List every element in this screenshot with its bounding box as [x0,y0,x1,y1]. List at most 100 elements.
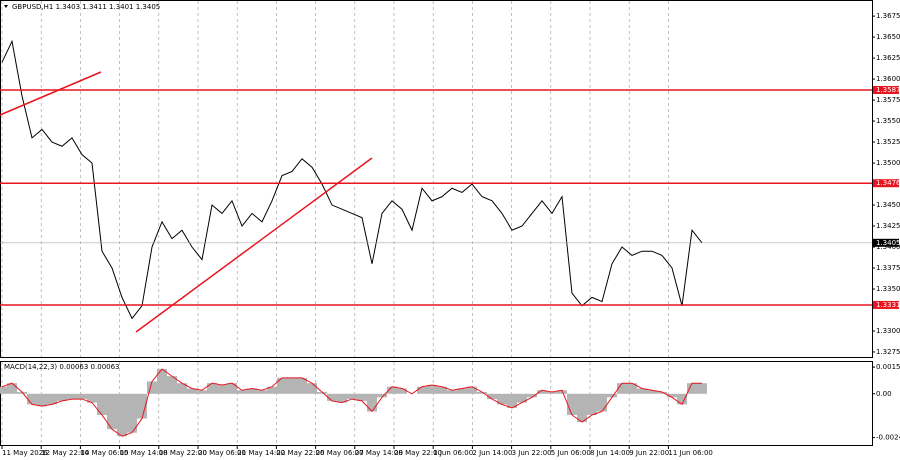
histogram-bar [697,383,707,394]
histogram-bar [587,393,597,415]
histogram-bar [0,386,7,394]
histogram-bar [367,393,377,412]
x-tick-label: 14 May 06:00 [80,449,128,457]
marks: 1.3405 1.3587 1.3476 1.3331 [0,39,900,437]
x-tick-label: 2 Jun 14:00 [472,449,512,457]
trend-line [0,71,102,116]
x-tick-label: 27 May 14:00 [355,449,403,457]
histogram-bar [197,390,207,394]
histogram-bar [97,393,107,415]
histogram-bar [457,388,467,394]
histogram-bar [657,392,667,394]
x-tick-label: 1 Jun 06:00 [433,449,473,457]
histogram-bar [167,376,177,394]
x-tick-label: 3 Jun 22:00 [512,449,552,457]
current-price-box [873,238,899,247]
histogram-bar [347,393,357,400]
histogram-bar [87,393,97,403]
histogram-bar [607,393,617,398]
menu-arrow[interactable] [4,5,8,8]
histogram-bar [627,383,637,394]
y-tick-label: 1.3600 [876,75,900,83]
y-tick-label: 1.3450 [876,201,900,209]
histogram-bar [177,383,187,394]
y-tick-label: 0.00 [876,390,892,398]
histogram-bar [327,393,337,401]
y-tick-label: 1.3300 [876,327,900,335]
histogram-bar [77,393,87,400]
x-tick-label: 8 Jun 14:00 [590,449,630,457]
trend-line [135,157,373,333]
level-box [873,179,899,188]
histogram-bar [17,392,27,394]
histogram-bar [597,393,607,412]
histogram-bar [617,383,627,394]
histogram-bar [297,377,307,394]
y-tick-label: 1.3375 [876,264,900,272]
x-tick-label: 11 May 2026 [2,449,48,457]
x-tick-label: 9 Jun 22:00 [629,449,669,457]
level-label: 1.3587 [876,86,900,94]
histogram-bar [267,386,277,394]
histogram-bar [547,392,557,394]
x-tick-label: 28 May 22:00 [394,449,442,457]
histogram-bar [357,393,367,401]
histogram-bar [27,393,37,405]
x-tick-label: 12 May 22:00 [41,449,89,457]
y-tick-label: 1.3575 [876,96,900,104]
histogram-bar [107,393,117,430]
histogram-bar [427,384,437,394]
x-tick-label: 21 May 14:00 [237,449,285,457]
y-tick-label: 1.3500 [876,159,900,167]
histogram-bar [37,393,47,407]
histogram-bar [477,392,487,394]
level-label: 1.3331 [876,301,900,309]
y-tick-label: -0.00248 [876,434,900,442]
histogram-bar [7,383,17,394]
histogram-bar [507,393,517,408]
histogram-bar [287,377,297,394]
histogram-bar [667,393,677,398]
y-tick-label: 1.3550 [876,117,900,125]
histogram-bar [537,390,547,394]
histogram-bar [497,393,507,405]
x-tick-label: 11 Jun 06:00 [668,449,712,457]
histogram-bar [137,393,147,419]
main-panel [0,0,873,358]
histogram-bar [207,383,217,394]
x-tick-label: 5 Jun 06:00 [551,449,591,457]
price-line [1,39,703,320]
histogram-bar [217,384,227,394]
histogram-bar [637,388,647,394]
histogram-bar [257,390,267,394]
level-box [873,86,899,94]
histogram-bar [117,393,127,437]
x-tick-label: 26 May 06:00 [316,449,364,457]
histogram-bar [277,377,287,394]
histogram-bar [527,393,537,398]
histogram-bar [447,390,457,394]
current-price-label: 1.3405 [876,239,900,247]
y-tick-label: 1.3350 [876,285,900,293]
macd-title: MACD(14,22,3) 0.00063 0.00063 [4,363,120,371]
level-label: 1.3476 [876,179,900,187]
y-tick-label: 1.3650 [876,33,900,41]
histogram-bar [317,392,327,394]
y-tick-label: 1.3625 [876,54,900,62]
x-tick-label: 15 May 14:00 [120,449,168,457]
histogram-bar [417,386,427,394]
y-tick-label: 1.3275 [876,348,900,356]
histogram-bar [67,393,77,400]
histogram-bar [187,388,197,394]
histogram-bar [397,388,407,394]
histogram-bar [437,386,447,394]
x-tick-label: 18 May 22:00 [159,449,207,457]
chart-title: GBPUSD,H1 1.3403 1.3411 1.3401 1.3405 [12,3,160,11]
signal-line [1,368,702,437]
histogram-bar [227,383,237,394]
histogram-bar [57,393,67,401]
histogram-bar [237,390,247,394]
histogram-bar [337,393,347,403]
